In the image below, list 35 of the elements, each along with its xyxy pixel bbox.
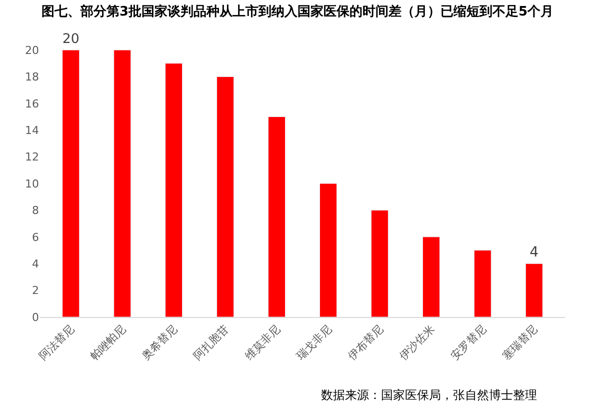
bar	[319, 183, 337, 317]
y-tick-label: 16	[25, 97, 39, 110]
y-tick-label: 6	[32, 230, 39, 244]
bar	[216, 76, 234, 317]
x-tick-label: 阿法替尼	[36, 322, 77, 363]
x-tick-label: 塞瑞替尼	[500, 322, 540, 363]
bar	[114, 50, 132, 317]
y-tick-label: 8	[32, 204, 39, 218]
bar	[370, 210, 388, 317]
bar	[474, 250, 492, 317]
data-label: 20	[62, 32, 80, 48]
x-tick-label: 安罗替尼	[448, 322, 489, 363]
x-tick-label: 奥希替尼	[140, 322, 180, 363]
data-label: 4	[530, 244, 539, 261]
x-tick-label: 瑞戈非尼	[294, 322, 334, 363]
y-tick-label: 12	[25, 150, 39, 164]
y-tick-label: 4	[32, 257, 39, 270]
y-tick-label: 0	[32, 310, 39, 324]
y-tick-label: 10	[25, 177, 39, 190]
y-tick-label: 14	[25, 124, 39, 137]
x-tick-label: 维莫非尼	[242, 322, 283, 363]
bar	[422, 236, 440, 317]
chart-title: 图七、部分第3批国家谈判品种从上市到纳入国家医保的时间差（月）已缩短到不足5个月	[41, 3, 554, 20]
x-tick-label: 伊布替尼	[345, 322, 386, 363]
bar	[268, 116, 286, 317]
y-tick-label: 18	[25, 70, 39, 84]
y-tick-label: 2	[32, 284, 39, 298]
bar	[165, 63, 183, 317]
y-tick-label: 20	[25, 44, 39, 57]
bar	[62, 50, 80, 317]
x-tick-label: 帕唑帕尼	[88, 322, 128, 363]
x-tick-label: 阿扎胞苷	[190, 322, 232, 363]
source-note: 数据来源：国家医保局，张自然博士整理	[321, 388, 537, 402]
x-tick-label: 伊沙佐米	[396, 322, 438, 363]
bar	[525, 263, 543, 317]
